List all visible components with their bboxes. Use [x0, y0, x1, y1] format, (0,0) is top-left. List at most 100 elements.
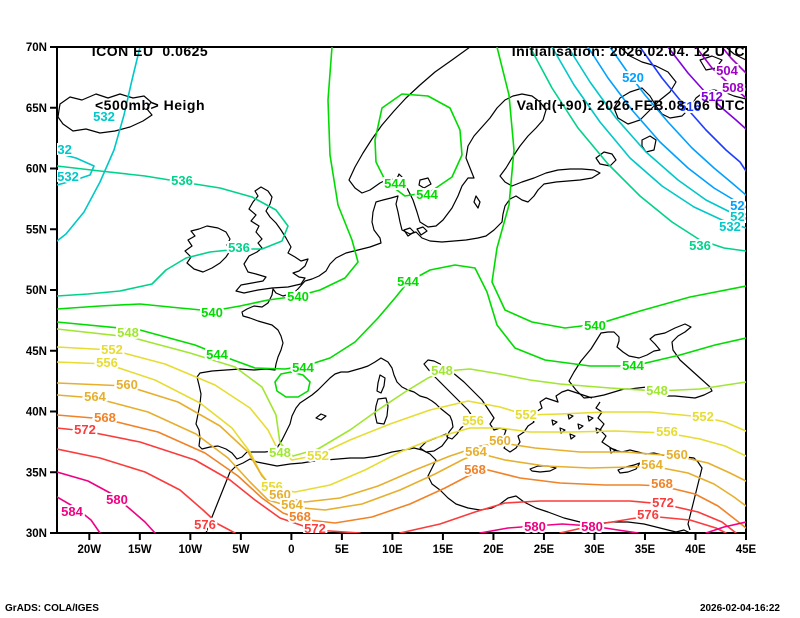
coastline-segment — [57, 93, 153, 134]
contour-line-568 — [57, 414, 746, 529]
x-axis-tick-label: 25E — [534, 544, 555, 556]
contour-label-572: 572 — [304, 521, 326, 536]
contour-line-536 — [529, 47, 746, 252]
contour-label-512: 512 — [701, 89, 723, 104]
contour-label-568: 568 — [651, 476, 673, 491]
contour-line-532 — [551, 47, 746, 229]
contour-label-540: 540 — [201, 305, 223, 320]
contour-label-548: 548 — [269, 445, 291, 460]
contour-label-544: 544 — [416, 187, 438, 202]
contour-line-556 — [57, 361, 746, 493]
contour-label-552: 552 — [101, 342, 123, 357]
contour-label-544: 544 — [206, 347, 228, 362]
initialisation-time: Initialisation: 2026.02.04. 12 UTC — [511, 43, 745, 59]
contour-label-520: 520 — [622, 70, 644, 85]
field-title: <500mb> Heigh — [95, 97, 205, 113]
contour-label-556: 556 — [261, 479, 283, 494]
contour-label-544: 544 — [622, 358, 644, 373]
coastline-segment — [699, 55, 723, 71]
contour-label-532: 532 — [57, 169, 79, 184]
contour-line-572 — [399, 500, 737, 533]
contour-label-532: 532 — [50, 142, 72, 157]
contour-label-548: 548 — [646, 383, 668, 398]
contour-label-540: 540 — [584, 318, 606, 333]
coastline-segment — [725, 47, 746, 61]
contour-label-556: 556 — [462, 413, 484, 428]
coastline-segment — [568, 323, 713, 399]
x-axis-tick-label: 0 — [288, 544, 294, 556]
contour-label-580: 580 — [524, 519, 546, 534]
contour-line-528 — [567, 47, 746, 219]
contour-label-548: 548 — [431, 363, 453, 378]
contour-label-560: 560 — [116, 377, 138, 392]
x-axis-tick-label: 10E — [382, 544, 403, 556]
contour-line-544 — [274, 371, 311, 398]
contour-label-516: 516 — [679, 99, 701, 114]
coastline-segment — [195, 47, 601, 460]
contour-label-572: 572 — [652, 495, 674, 510]
contour-label-568: 568 — [94, 410, 116, 425]
contour-label-572: 572 — [74, 422, 96, 437]
contour-label-532: 532 — [719, 219, 741, 234]
x-axis-tick-label: 20E — [483, 544, 504, 556]
y-axis-tick-label: 70N — [26, 42, 47, 54]
y-axis-tick-label: 55N — [26, 224, 47, 236]
coastline-segment — [613, 47, 746, 125]
creation-timestamp: 2026-02-04-16:22 — [699, 603, 780, 614]
y-axis-tick-label: 45N — [26, 346, 47, 358]
coastline-segment — [376, 374, 386, 394]
x-axis-tick-label: 45E — [736, 544, 757, 556]
contour-line-572 — [57, 427, 361, 533]
contour-line-576 — [57, 448, 236, 533]
contour-lines: 5045085125165205245285325325325325365365… — [50, 47, 752, 536]
contour-label-560: 560 — [269, 487, 291, 502]
contour-label-564: 564 — [281, 497, 303, 512]
coastline-segment — [403, 227, 415, 237]
contour-label-568: 568 — [464, 462, 486, 477]
contour-label-544: 544 — [292, 360, 314, 375]
contour-label-544: 544 — [384, 176, 406, 191]
contour-label-564: 564 — [84, 389, 106, 404]
contour-label-564: 564 — [465, 444, 487, 459]
contour-line-544 — [374, 93, 463, 197]
contour-label-556: 556 — [96, 355, 118, 370]
contour-label-560: 560 — [666, 447, 688, 462]
contour-label-564: 564 — [641, 457, 663, 472]
x-axis-tick-label: 35E — [635, 544, 656, 556]
coastline-segment — [587, 415, 594, 422]
coastline-segment — [418, 177, 432, 189]
contour-label-560: 560 — [489, 433, 511, 448]
coastline-segment — [567, 413, 574, 420]
coastline-segment — [473, 195, 481, 209]
contour-line-580 — [705, 521, 746, 533]
x-axis-tick-label: 20W — [78, 544, 102, 556]
coastline-segment — [595, 151, 617, 167]
contour-line-520 — [609, 47, 746, 196]
contour-line-524 — [587, 47, 746, 208]
y-axis-tick-label: 65N — [26, 103, 47, 115]
x-axis-tick-label: 15E — [433, 544, 454, 556]
y-axis-tick-label: 30N — [26, 528, 47, 540]
coastline-segment — [205, 447, 691, 533]
x-axis-tick-label: 5E — [335, 544, 349, 556]
coastline-segment — [569, 433, 576, 440]
contour-label-552: 552 — [515, 407, 537, 422]
y-axis-tick-label: 50N — [26, 285, 47, 297]
coastline-segment — [235, 186, 309, 294]
contour-label-536: 536 — [171, 173, 193, 188]
y-axis-tick-label: 35N — [26, 467, 47, 479]
contour-line-580 — [57, 471, 156, 533]
contour-line-512 — [667, 47, 746, 130]
contour-label-584: 584 — [61, 504, 83, 519]
map-axes: 20W 15W 10W 5W 0 5E 10E 15E 20E 25E 30E 35E 40E 45E 70… — [26, 42, 757, 556]
contour-label-552: 552 — [307, 448, 329, 463]
coastline-segment — [184, 225, 231, 273]
contour-label-580: 580 — [106, 492, 128, 507]
contour-line-504 — [721, 47, 746, 74]
contour-line-580 — [479, 523, 639, 533]
y-axis-tick-label: 60N — [26, 164, 47, 176]
coastline-segment — [315, 413, 327, 421]
contour-label-524: 524 — [730, 198, 752, 213]
coastline-segment — [641, 135, 657, 153]
contour-line-544 — [57, 264, 746, 370]
